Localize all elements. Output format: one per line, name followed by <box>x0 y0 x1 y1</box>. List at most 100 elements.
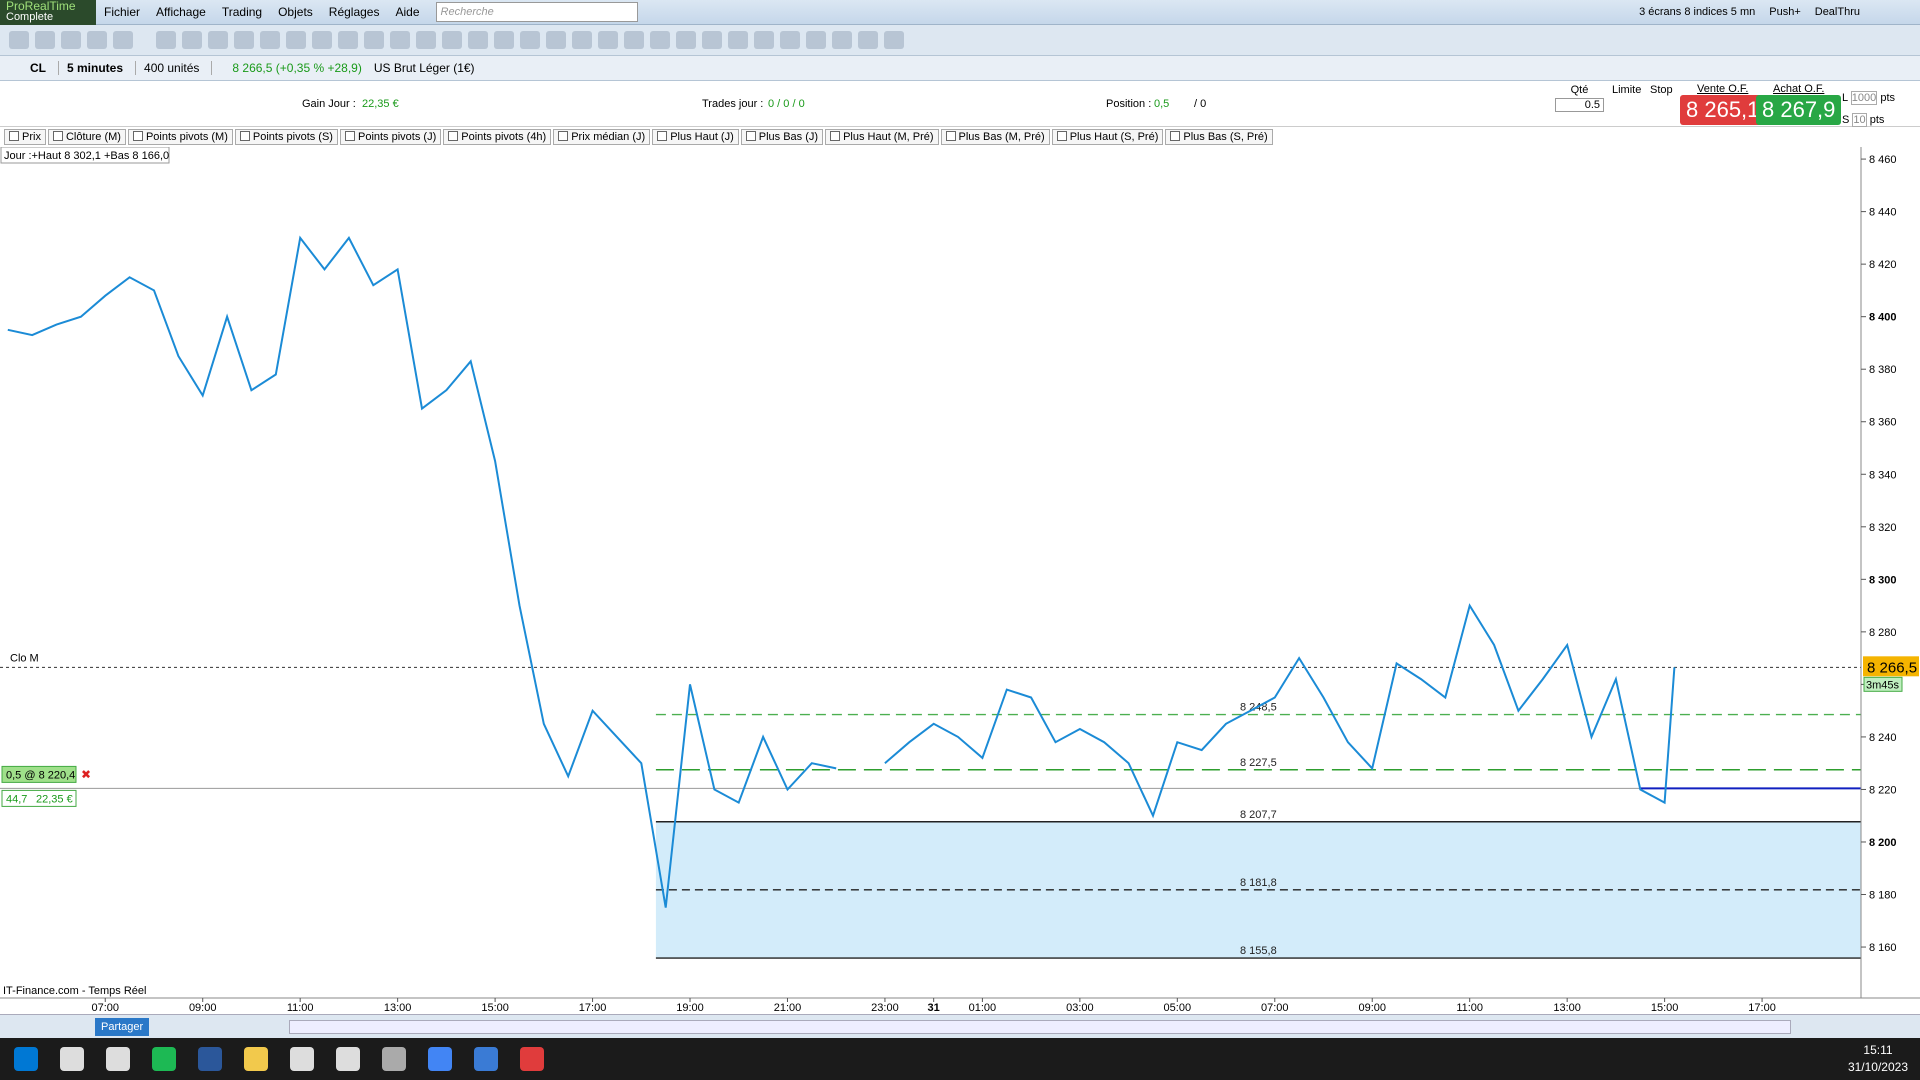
tool-icon[interactable] <box>286 31 306 49</box>
time: 15:11 <box>1863 1043 1893 1057</box>
buy-button[interactable]: 8 267,9 <box>1756 95 1842 125</box>
tool-icon[interactable] <box>754 31 774 49</box>
indicator-tab[interactable]: Points pivots (M) <box>127 129 233 145</box>
tool-icon[interactable] <box>390 31 410 49</box>
tool-icon[interactable] <box>650 31 670 49</box>
y-tick-label: 8 180 <box>1869 890 1897 902</box>
limit[interactable]: Limite <box>1612 84 1642 96</box>
task-icon[interactable] <box>152 1047 176 1071</box>
task-icon[interactable] <box>336 1047 360 1071</box>
indicator-tab[interactable]: Plus Haut (S, Pré) <box>1051 129 1164 145</box>
tool-icon[interactable] <box>234 31 254 49</box>
task-icon[interactable] <box>428 1047 452 1071</box>
menu-item[interactable]: Trading <box>221 5 263 19</box>
symbol[interactable]: CL <box>30 61 46 75</box>
tool-icon[interactable] <box>113 31 133 49</box>
s-value[interactable]: 10 <box>1852 113 1867 127</box>
tool-icon[interactable] <box>546 31 566 49</box>
indicator-tab[interactable]: Prix médian (J) <box>553 129 651 145</box>
tool-icon[interactable] <box>156 31 176 49</box>
menu-right-item[interactable]: DealThru <box>1814 6 1860 18</box>
indicator-tab[interactable]: Plus Bas (J) <box>740 129 824 145</box>
tool-icon[interactable] <box>87 31 107 49</box>
indicator-tab[interactable]: Prix <box>4 129 46 145</box>
points-box <box>1 789 77 807</box>
tool-icon[interactable] <box>858 31 878 49</box>
x-tick-label: 31 <box>928 1002 940 1014</box>
menu-right-item[interactable]: 3 écrans 8 indices 5 mn <box>1639 6 1756 18</box>
price-tag-label: 8 266,5 <box>1867 659 1917 676</box>
indicator-tab[interactable]: Plus Bas (S, Pré) <box>1165 129 1273 145</box>
tool-icon[interactable] <box>520 31 540 49</box>
y-tick-label: 8 280 <box>1869 627 1897 639</box>
qty-input[interactable]: 0.5 <box>1555 98 1604 112</box>
x-tick-label: 11:00 <box>287 1002 314 1014</box>
task-icon[interactable] <box>382 1047 406 1071</box>
l-label[interactable]: L <box>1842 92 1848 104</box>
tool-icon[interactable] <box>9 31 29 49</box>
timeframe[interactable]: 5 minutes <box>58 61 123 75</box>
y-tick-label: 8 300 <box>1869 574 1897 586</box>
task-icon[interactable] <box>60 1047 84 1071</box>
search-box[interactable]: Recherche <box>435 2 638 22</box>
menu-item[interactable]: Réglages <box>328 5 380 19</box>
tool-icon[interactable] <box>806 31 826 49</box>
tool-icon[interactable] <box>260 31 280 49</box>
tool-icon[interactable] <box>494 31 514 49</box>
x-tick-label: 11:00 <box>1456 1002 1483 1014</box>
tool-icon[interactable] <box>338 31 358 49</box>
indicator-tab[interactable]: Points pivots (S) <box>234 129 338 145</box>
indicator-tab[interactable]: Clôture (M) <box>47 129 126 145</box>
sell-label: Vente O.F. <box>1697 83 1749 95</box>
tool-icon[interactable] <box>416 31 436 49</box>
menu-item[interactable]: Objets <box>278 5 313 19</box>
s-label[interactable]: S <box>1842 114 1850 126</box>
tool-icon[interactable] <box>208 31 228 49</box>
l-value[interactable]: 1000 <box>1850 91 1878 105</box>
tool-icon[interactable] <box>832 31 852 49</box>
indicator-tab[interactable]: Plus Haut (J) <box>652 129 739 145</box>
position-box[interactable] <box>1 765 77 783</box>
tool-icon[interactable] <box>728 31 748 49</box>
tool-icon[interactable] <box>598 31 618 49</box>
tool-icon[interactable] <box>780 31 800 49</box>
tool-icon[interactable] <box>624 31 644 49</box>
task-icon[interactable] <box>244 1047 268 1071</box>
indicator-tab[interactable]: Plus Haut (M, Pré) <box>825 129 939 145</box>
units[interactable]: 400 unités <box>135 61 199 75</box>
task-icon[interactable] <box>474 1047 498 1071</box>
menu-item[interactable]: Fichier <box>104 5 141 19</box>
tool-icon[interactable] <box>676 31 696 49</box>
share-button[interactable]: Partager <box>95 1017 150 1036</box>
tool-icon[interactable] <box>702 31 722 49</box>
indicator-tab[interactable]: Points pivots (4h) <box>443 129 552 145</box>
tool-icon[interactable] <box>61 31 81 49</box>
level-label: 8 181,8 <box>1240 877 1277 889</box>
indicator-tab[interactable]: Plus Bas (M, Pré) <box>940 129 1050 145</box>
menu-item[interactable]: Affichage <box>156 5 206 19</box>
position-close[interactable]: ✖ <box>81 767 91 781</box>
tool-icon[interactable] <box>364 31 384 49</box>
x-tick-label: 01:00 <box>969 1002 997 1014</box>
task-icon[interactable] <box>14 1047 38 1071</box>
task-icon[interactable] <box>106 1047 130 1071</box>
tool-icon[interactable] <box>884 31 904 49</box>
indicator-tab[interactable]: Points pivots (J) <box>339 129 442 145</box>
tool-icon[interactable] <box>182 31 202 49</box>
tool-icon[interactable] <box>312 31 332 49</box>
tool-icon[interactable] <box>468 31 488 49</box>
sell-button[interactable]: 8 265,1 <box>1680 95 1766 125</box>
tool-icon[interactable] <box>572 31 592 49</box>
menu-right-item[interactable]: Push+ <box>1769 6 1801 18</box>
stop[interactable]: Stop <box>1650 84 1673 96</box>
buy: Achat O.F. 8 267,9 <box>1756 83 1842 125</box>
tool-icon[interactable] <box>35 31 55 49</box>
menu-item[interactable]: Aide <box>395 5 420 19</box>
task-icon[interactable] <box>198 1047 222 1071</box>
x-tick-label: 15:00 <box>1651 1002 1679 1014</box>
task-icon[interactable] <box>290 1047 314 1071</box>
task-icon[interactable] <box>520 1047 544 1071</box>
tool-icon[interactable] <box>442 31 462 49</box>
y-tick-label: 8 360 <box>1869 417 1897 429</box>
scrollbar[interactable] <box>289 1019 1792 1034</box>
